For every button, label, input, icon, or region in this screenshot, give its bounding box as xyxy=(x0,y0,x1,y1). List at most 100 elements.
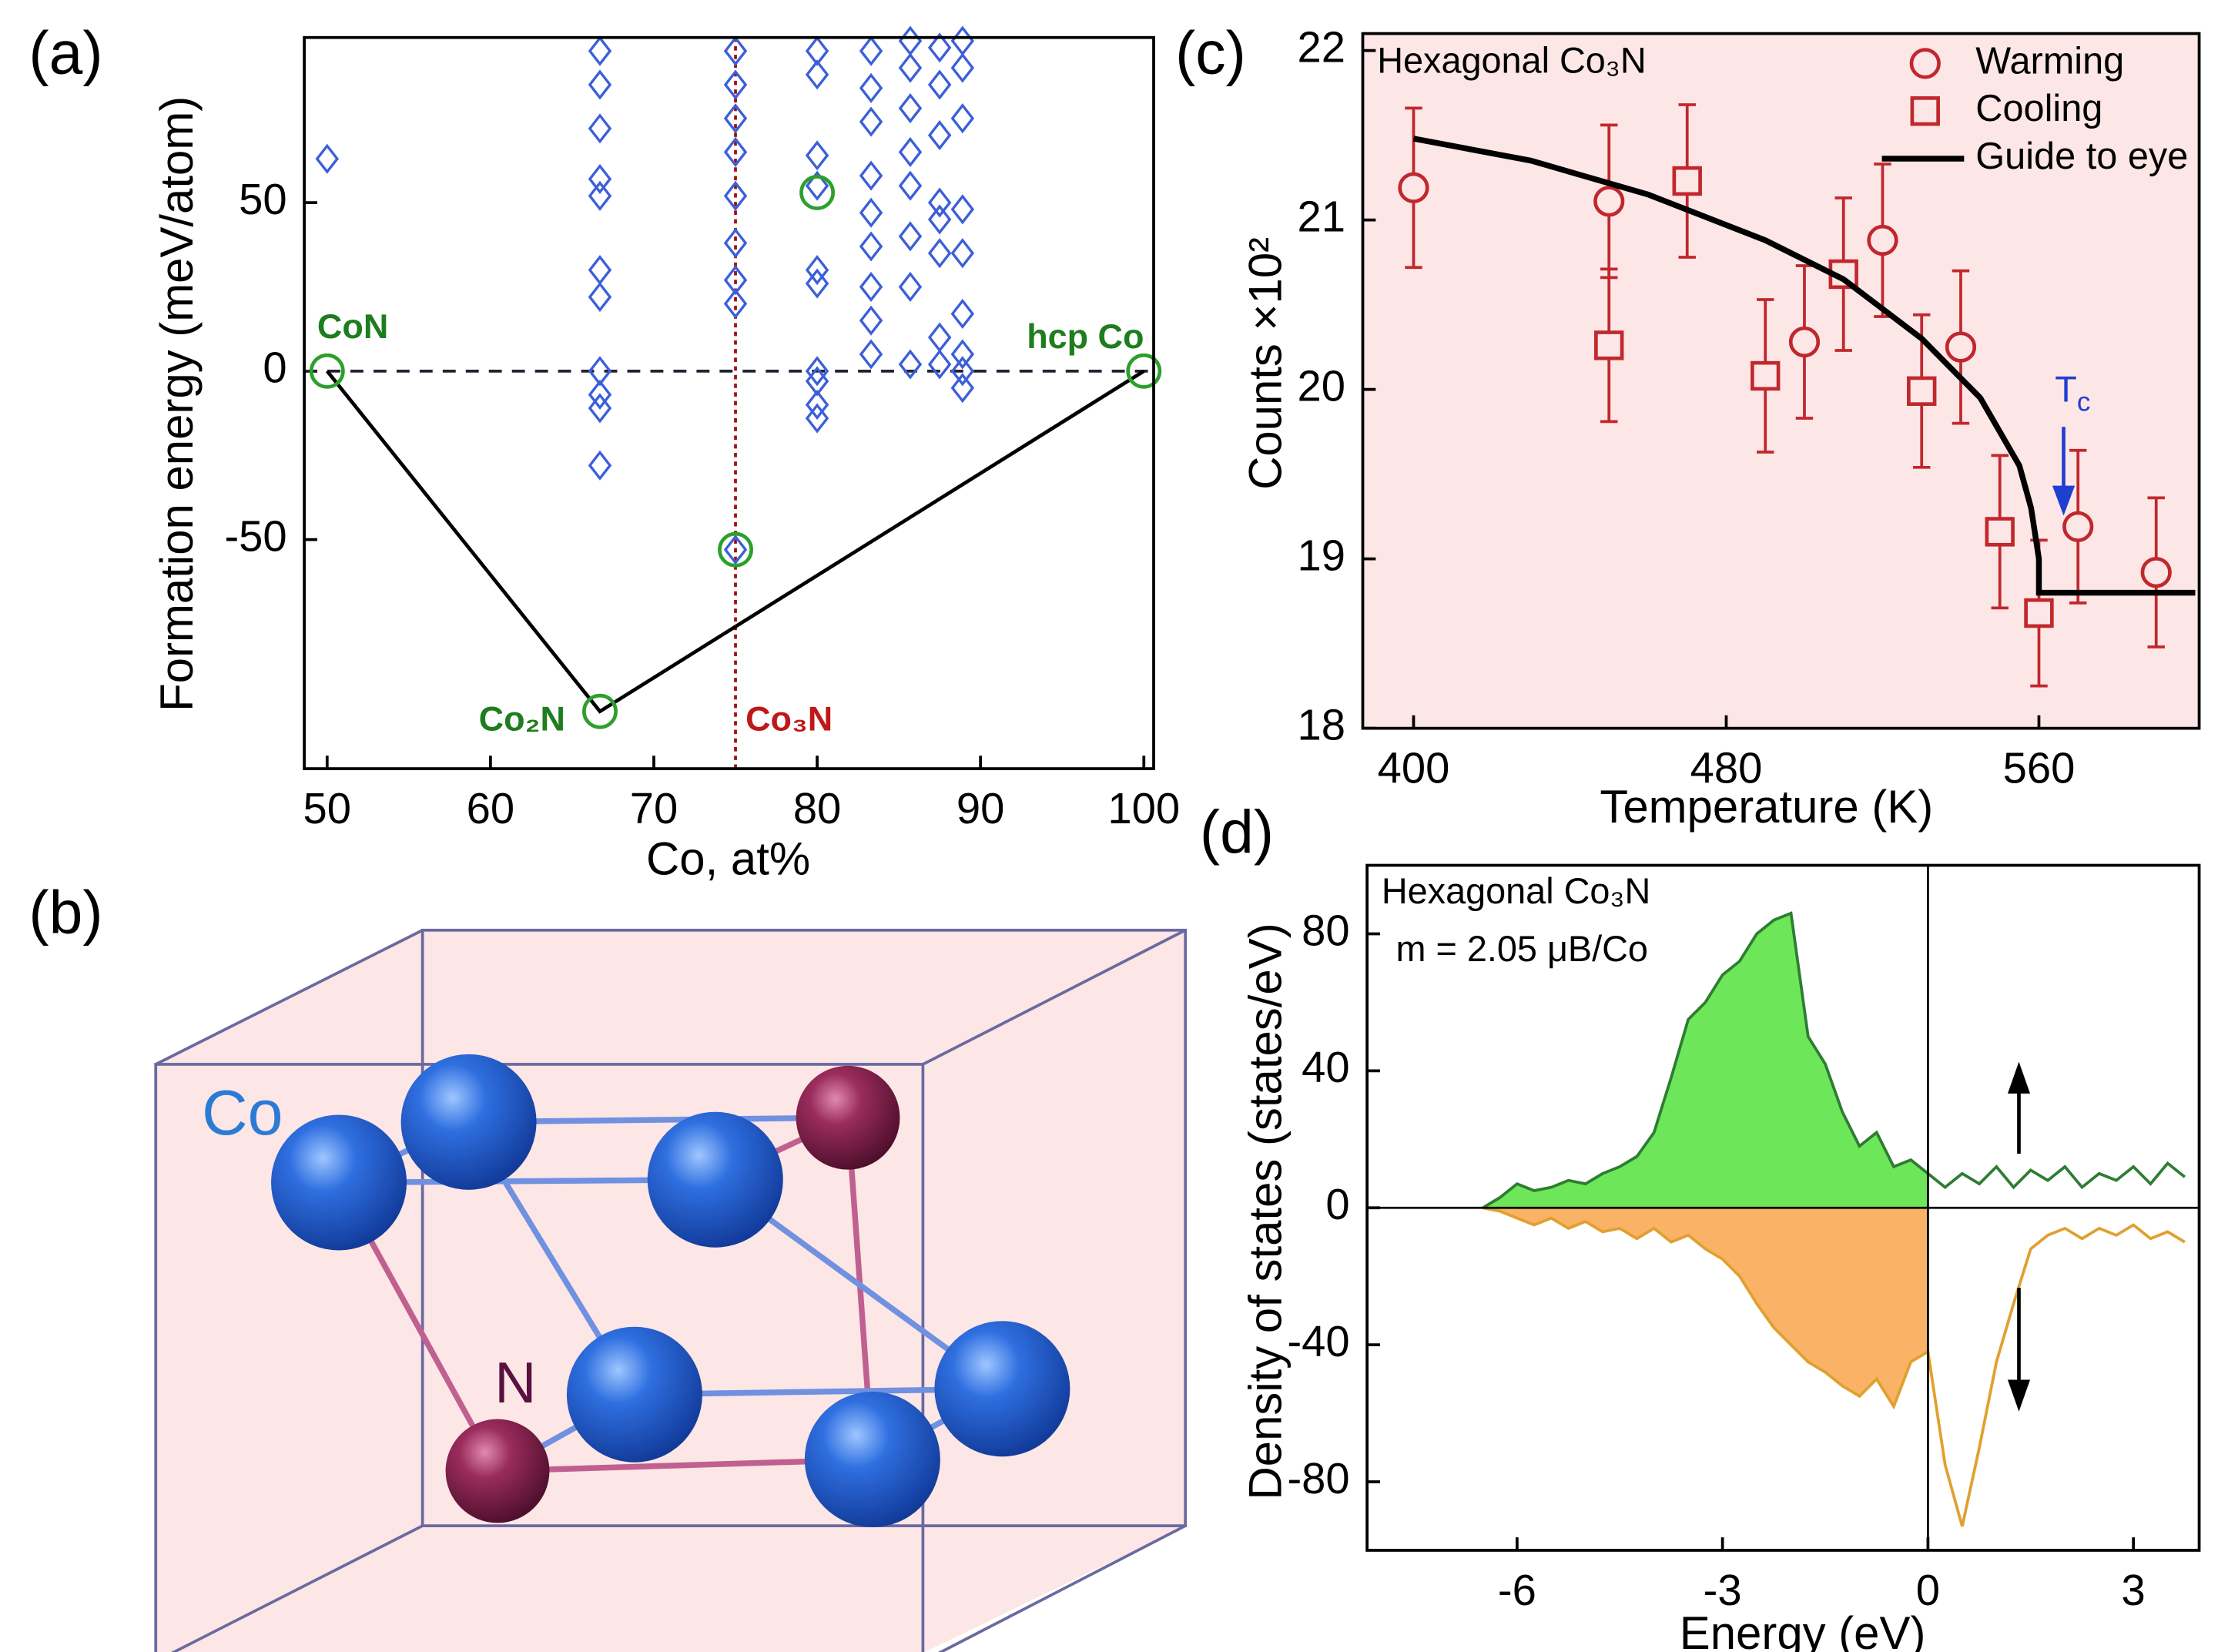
x-axis-label: Co, at% xyxy=(646,833,810,885)
diamond-marker xyxy=(588,281,612,313)
plot-frame xyxy=(1365,863,2201,1552)
hull-line xyxy=(325,369,1145,714)
circle-marker xyxy=(1788,326,1821,358)
diamond-marker xyxy=(950,373,975,404)
x-tick-label: 90 xyxy=(957,784,1004,833)
x-tick-label: 80 xyxy=(793,784,841,833)
circle-marker xyxy=(799,175,836,210)
diamond-marker xyxy=(805,403,829,434)
x-tick-label: -6 xyxy=(1498,1566,1536,1614)
diamond-marker xyxy=(950,52,975,83)
x-tick-label: 60 xyxy=(467,784,514,833)
legend-label: Cooling xyxy=(1975,88,2102,129)
y-tick-label: 40 xyxy=(1302,1043,1349,1091)
y-tick-label: -40 xyxy=(1287,1317,1349,1365)
diamond-marker xyxy=(859,271,883,303)
atom-label: N xyxy=(494,1350,536,1415)
tc-arrow xyxy=(2052,427,2076,516)
annotation: m = 2.05 μB/Co xyxy=(1396,929,1648,969)
atom-label: Co xyxy=(202,1077,283,1148)
annotation-text: Co₂N xyxy=(479,699,565,738)
n-atom xyxy=(445,1419,550,1523)
circle-marker xyxy=(582,693,618,729)
cell-edges xyxy=(154,928,1188,1652)
guide-line xyxy=(1412,136,2196,596)
dos-line xyxy=(1483,1206,2186,1527)
plot-1: 400 480 560 18 19 20 21 22 Temperature (K) Counts… xyxy=(1175,19,2201,833)
diamond-marker xyxy=(898,92,923,124)
annotation-text: Hexagonal Co₃N xyxy=(1382,871,1650,911)
diamond-marker xyxy=(950,339,975,370)
diamond-marker xyxy=(950,103,975,134)
annotation: Co₃N xyxy=(745,699,833,738)
y-tick-label: 21 xyxy=(1298,192,1345,240)
diamond-marker xyxy=(927,119,952,151)
plot-0: 50 60 70 80 90 100 -50 0 50 Co, at% Formation ener… xyxy=(28,19,1180,885)
diamond-marker xyxy=(898,136,923,168)
panel-label: (d) xyxy=(1200,798,1274,866)
diamond-marker xyxy=(723,180,748,211)
diamond-marker xyxy=(927,349,952,380)
co-atom xyxy=(934,1321,1070,1457)
diamond-marker xyxy=(588,69,612,100)
plot-background xyxy=(304,37,1154,769)
diamond-marker xyxy=(805,366,829,397)
circle-marker xyxy=(309,353,345,389)
cell-face xyxy=(156,930,1186,1652)
x-tick-label: 3 xyxy=(2122,1566,2146,1614)
annotation: CoN xyxy=(317,307,388,346)
y-tick-label: 20 xyxy=(1298,361,1345,410)
diamond-marker xyxy=(723,288,748,319)
diamond-marker xyxy=(927,32,952,63)
diamond-marker xyxy=(805,35,829,66)
plot-frame xyxy=(1361,32,2201,730)
legend-marker xyxy=(1910,96,1940,126)
square-marker xyxy=(1672,166,1702,196)
annotation: Hexagonal Co₃N xyxy=(1377,41,1646,81)
spin-down-arrow xyxy=(2007,1288,2031,1412)
diamond-marker xyxy=(950,238,975,269)
square-marker xyxy=(1985,517,2015,547)
circle-marker xyxy=(2062,511,2094,542)
x-tick-label: 70 xyxy=(630,784,678,833)
diamond-marker xyxy=(898,52,923,83)
dos-line xyxy=(1482,911,2186,1209)
square-marker xyxy=(1907,376,1937,406)
plot-2: -6 -3 0 3 -80 -40 0 40 80 Energy (eV) Density of s… xyxy=(1200,798,2201,1652)
diamond-marker xyxy=(859,72,883,103)
diamond-marker xyxy=(950,356,975,387)
diamond-marker xyxy=(723,103,748,134)
diamond-marker xyxy=(898,271,923,303)
diamond-marker xyxy=(898,221,923,252)
x-tick-label: 560 xyxy=(2003,744,2076,792)
annotation: Hexagonal Co₃N xyxy=(1382,871,1650,911)
y-tick-label: 19 xyxy=(1298,531,1345,579)
diamond-marker xyxy=(927,187,952,218)
diamond-marker xyxy=(898,349,923,380)
plot-frame xyxy=(303,35,1155,770)
panel-label: (a) xyxy=(28,19,102,87)
diamond-marker xyxy=(723,265,748,296)
annotation-subscript: c xyxy=(2077,387,2091,417)
diamond-marker xyxy=(588,379,612,410)
diamond-marker xyxy=(588,163,612,195)
diamond-marker xyxy=(805,59,829,90)
y-tick-label: 18 xyxy=(1298,700,1345,749)
diamond-marker xyxy=(898,170,923,201)
circle-marker xyxy=(1398,172,1429,203)
circle-marker xyxy=(2140,557,2172,588)
diamond-marker xyxy=(950,194,975,225)
diamond-marker xyxy=(859,231,883,262)
x-tick-label: 100 xyxy=(1107,784,1180,833)
n-atom xyxy=(796,1065,900,1170)
x-axis-label: Energy (eV) xyxy=(1680,1607,1926,1652)
panel-label: (b) xyxy=(28,879,102,947)
area-fill xyxy=(1483,913,1928,1208)
diamond-marker xyxy=(588,35,612,66)
panel-label: (c) xyxy=(1175,19,1246,87)
diamond-marker xyxy=(315,143,340,174)
diamond-marker xyxy=(723,69,748,100)
circle-marker xyxy=(1126,353,1162,389)
annotation-text: hcp Co xyxy=(1027,317,1144,356)
